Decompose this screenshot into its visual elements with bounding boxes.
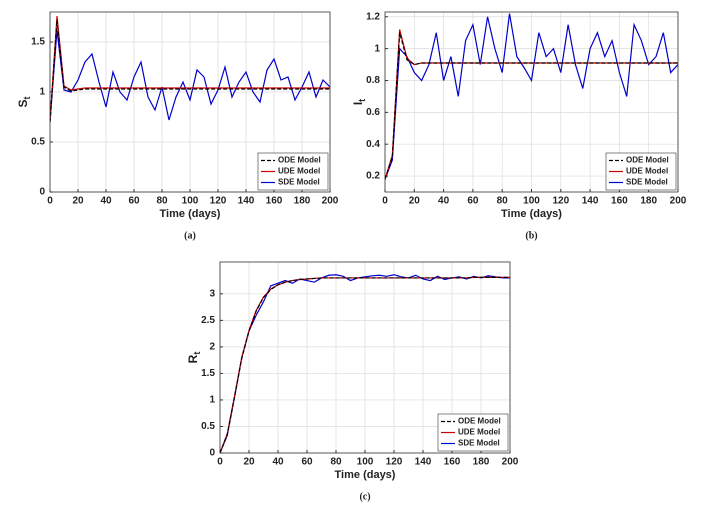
x-tick-label: 180 — [473, 457, 490, 468]
series-line — [385, 32, 678, 180]
y-axis-label-main: S — [16, 99, 30, 107]
x-tick-label: 40 — [438, 196, 450, 207]
y-tick-label: 1 — [209, 395, 215, 406]
legend-label: ODE Model — [278, 156, 321, 165]
y-axis-label: It — [351, 99, 367, 105]
legend-box — [605, 152, 677, 191]
x-tick-label: 120 — [386, 457, 403, 468]
legend-label: UDE Model — [626, 167, 668, 176]
x-tick-label: 180 — [294, 196, 311, 207]
x-tick-label: 60 — [301, 457, 313, 468]
y-axis-label-main: I — [351, 102, 365, 105]
x-tick-label: 120 — [210, 196, 227, 207]
x-tick-label: 0 — [217, 457, 223, 468]
x-tick-label: 160 — [266, 196, 283, 207]
y-tick-label: 2.5 — [201, 315, 215, 326]
x-tick-label: 140 — [415, 457, 432, 468]
legend-label: ODE Model — [626, 156, 669, 165]
plot-frame — [49, 11, 331, 193]
y-axis-label-sub: t — [357, 99, 367, 102]
y-tick-label: 1.2 — [366, 11, 380, 22]
y-tick-label: 1 — [374, 43, 380, 54]
plot-frame — [384, 11, 679, 193]
x-tick-label: 120 — [552, 196, 569, 207]
y-axis-label: St — [16, 96, 32, 107]
legend-label: UDE Model — [278, 167, 320, 176]
x-tick-label: 20 — [409, 196, 421, 207]
y-tick-label: 3 — [209, 288, 215, 299]
y-axis-label-sub: t — [192, 352, 202, 355]
y-tick-label: 0.6 — [366, 107, 380, 118]
x-tick-label: 100 — [182, 196, 199, 207]
series-line — [50, 15, 330, 123]
x-tick-label: 200 — [502, 457, 519, 468]
x-tick-label: 80 — [156, 196, 168, 207]
series-line — [50, 29, 330, 123]
series-line — [385, 13, 678, 180]
x-tick-label: 200 — [670, 196, 687, 207]
x-tick-label: 60 — [467, 196, 479, 207]
caption: (b) — [525, 230, 537, 241]
y-tick-label: 1 — [39, 87, 45, 98]
legend-label: ODE Model — [458, 417, 501, 426]
x-tick-label: 80 — [330, 457, 342, 468]
y-tick-label: 1.5 — [31, 37, 45, 48]
x-tick-label: 140 — [238, 196, 255, 207]
y-tick-label: 0 — [209, 448, 215, 459]
x-tick-label: 20 — [72, 196, 84, 207]
y-tick-label: 0.5 — [201, 421, 215, 432]
x-tick-label: 200 — [322, 196, 339, 207]
x-tick-label: 180 — [640, 196, 657, 207]
x-tick-label: 80 — [497, 196, 509, 207]
x-tick-label: 20 — [243, 457, 255, 468]
legend-label: UDE Model — [458, 428, 500, 437]
x-tick-label: 140 — [582, 196, 599, 207]
x-tick-label: 0 — [47, 196, 53, 207]
y-tick-label: 1.5 — [201, 368, 215, 379]
y-tick-label: 0.2 — [366, 171, 380, 182]
x-axis-label: Time (days) — [160, 208, 221, 220]
y-axis-label-sub: t — [22, 96, 32, 99]
x-tick-label: 40 — [100, 196, 112, 207]
y-tick-label: 2 — [209, 342, 215, 353]
y-axis-label: Rt — [186, 352, 202, 364]
x-tick-label: 60 — [128, 196, 140, 207]
y-tick-label: 0.8 — [366, 75, 380, 86]
series-line — [50, 19, 330, 123]
x-axis-label: Time (days) — [335, 469, 396, 481]
legend-label: SDE Model — [626, 178, 668, 187]
x-tick-label: 0 — [382, 196, 388, 207]
caption: (c) — [359, 491, 370, 502]
legend-label: SDE Model — [458, 439, 500, 448]
y-tick-label: 0.4 — [366, 139, 380, 150]
y-tick-label: 0.5 — [31, 137, 45, 148]
x-axis-label: Time (days) — [501, 208, 562, 220]
x-tick-label: 100 — [357, 457, 374, 468]
legend-label: SDE Model — [278, 178, 320, 187]
y-tick-label: 0 — [39, 187, 45, 198]
caption: (a) — [184, 230, 196, 241]
plot-frame — [219, 261, 511, 454]
x-tick-label: 100 — [523, 196, 540, 207]
x-tick-label: 160 — [444, 457, 461, 468]
y-axis-label-main: R — [186, 354, 200, 363]
x-tick-label: 40 — [272, 457, 284, 468]
x-tick-label: 160 — [611, 196, 628, 207]
series-line — [220, 276, 510, 453]
